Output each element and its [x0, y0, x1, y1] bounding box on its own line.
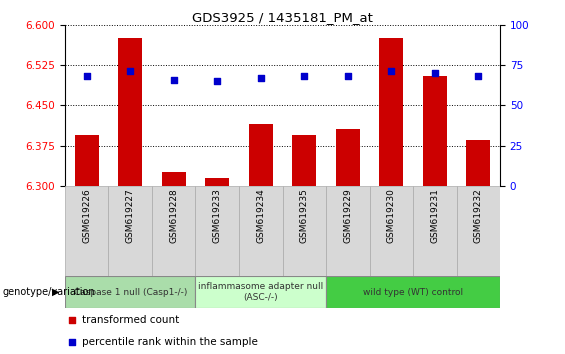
Bar [152, 186, 195, 276]
Bar [118, 38, 142, 186]
Text: transformed count: transformed count [82, 315, 180, 325]
Text: wild type (WT) control: wild type (WT) control [363, 287, 463, 297]
Bar [65, 186, 108, 276]
Text: GSM619227: GSM619227 [126, 189, 134, 243]
Bar [423, 76, 447, 186]
Text: genotype/variation: genotype/variation [3, 287, 95, 297]
Title: GDS3925 / 1435181_PM_at: GDS3925 / 1435181_PM_at [192, 11, 373, 24]
Text: inflammasome adapter null
(ASC-/-): inflammasome adapter null (ASC-/-) [198, 282, 323, 302]
Text: GSM619234: GSM619234 [257, 189, 265, 243]
Bar [65, 276, 195, 308]
Bar [413, 186, 457, 276]
Bar [195, 276, 326, 308]
Bar [336, 130, 360, 186]
Text: ▶: ▶ [52, 287, 59, 297]
Point [82, 74, 92, 79]
Text: percentile rank within the sample: percentile rank within the sample [82, 337, 258, 347]
Bar [162, 172, 186, 186]
Bar [292, 135, 316, 186]
Point [212, 78, 221, 84]
Point [473, 74, 483, 79]
Point [343, 74, 353, 79]
Text: GSM619235: GSM619235 [300, 189, 308, 244]
Bar [370, 186, 413, 276]
Bar [466, 140, 490, 186]
Bar [379, 38, 403, 186]
Point [170, 77, 179, 82]
Bar [457, 186, 500, 276]
Bar [205, 178, 229, 186]
Point [431, 70, 440, 76]
Bar [249, 124, 273, 186]
Point [257, 75, 266, 81]
Point [386, 69, 396, 74]
Bar [326, 276, 500, 308]
Bar [239, 186, 282, 276]
Point [126, 69, 135, 74]
Text: GSM619228: GSM619228 [170, 189, 178, 243]
Text: GSM619231: GSM619231 [431, 189, 439, 244]
Text: GSM619230: GSM619230 [387, 189, 396, 244]
Text: GSM619232: GSM619232 [474, 189, 483, 243]
Bar [75, 135, 99, 186]
Point [299, 74, 308, 79]
Text: GSM619226: GSM619226 [82, 189, 91, 243]
Bar [282, 186, 326, 276]
Bar [326, 186, 370, 276]
Text: Caspase 1 null (Casp1-/-): Caspase 1 null (Casp1-/-) [73, 287, 187, 297]
Point [67, 317, 76, 323]
Text: GSM619229: GSM619229 [344, 189, 352, 243]
Bar [108, 186, 152, 276]
Bar [195, 186, 239, 276]
Point [67, 339, 76, 345]
Text: GSM619233: GSM619233 [213, 189, 221, 244]
